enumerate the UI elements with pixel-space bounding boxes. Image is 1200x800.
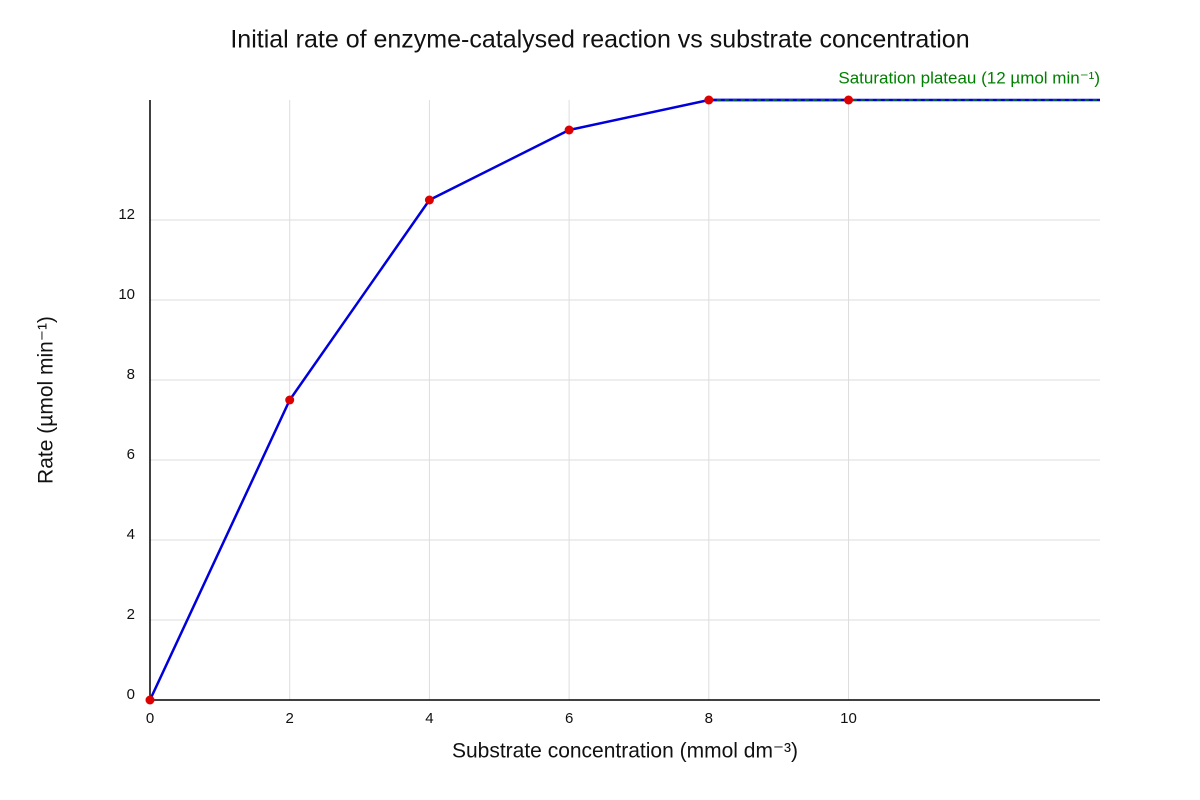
- plateau-label: Saturation plateau (12 µmol min⁻¹): [838, 68, 1100, 87]
- y-axis-title: Rate (µmol min⁻¹): [35, 316, 58, 484]
- data-point: [564, 125, 574, 135]
- y-tick-label: 10: [118, 286, 135, 303]
- x-tick-label: 2: [286, 710, 294, 727]
- x-axis-title: Substrate concentration (mmol dm⁻³): [452, 740, 798, 763]
- x-tick-label: 8: [705, 710, 713, 727]
- x-tick-label: 0: [146, 710, 154, 727]
- data-point: [285, 395, 295, 405]
- y-tick-label: 4: [127, 526, 135, 543]
- y-tick-label: 2: [127, 606, 135, 623]
- y-tick-label: 6: [127, 446, 135, 463]
- data-point: [145, 695, 155, 705]
- y-tick-label: 12: [118, 206, 135, 223]
- x-tick-label: 6: [565, 710, 573, 727]
- x-tick-label: 10: [840, 710, 857, 727]
- chart-title: Initial rate of enzyme-catalysed reactio…: [230, 26, 969, 54]
- y-tick-label: 0: [127, 686, 135, 703]
- data-line: [148, 98, 849, 701]
- data-point: [844, 95, 854, 105]
- data-point: [424, 195, 434, 205]
- y-tick-label: 8: [127, 366, 135, 383]
- data-point: [704, 95, 714, 105]
- x-tick-label: 4: [425, 710, 433, 727]
